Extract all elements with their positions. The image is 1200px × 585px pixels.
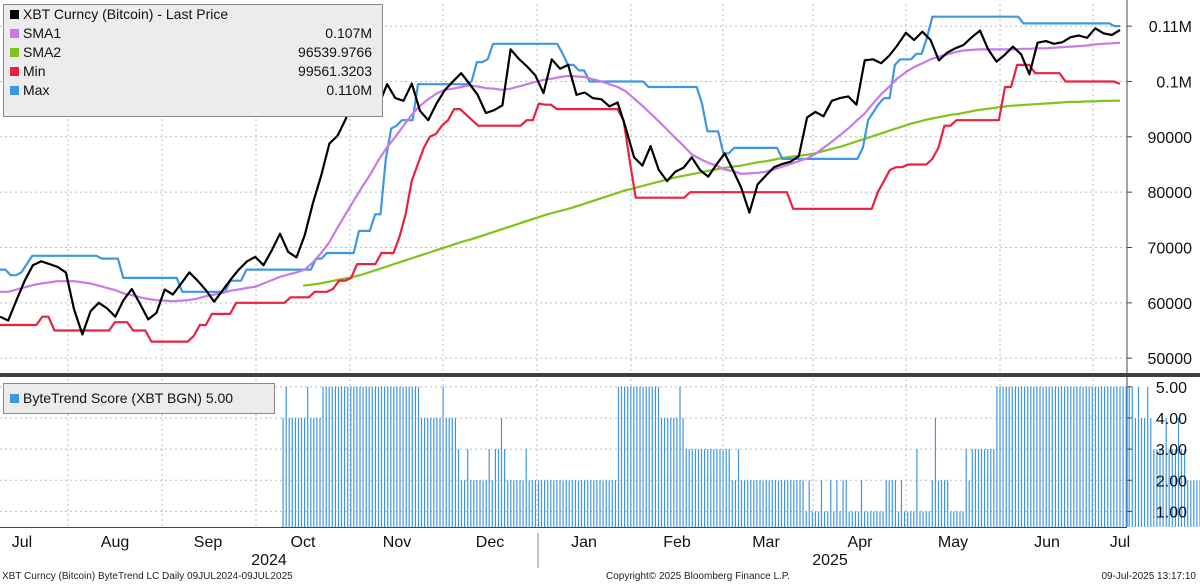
footer-copyright: Copyright© 2025 Bloomberg Finance L.P.: [606, 571, 790, 582]
legend-row-last-price: XBT Curncy (Bitcoin) - Last Price: [4, 5, 382, 24]
series-line-min: [0, 63, 1121, 343]
y-tick-label: 4.00: [1156, 411, 1187, 428]
legend-label: Max: [23, 82, 50, 98]
legend-row-sma1: SMA1 0.107M: [4, 24, 382, 43]
legend-label: XBT Curncy (Bitcoin) - Last Price: [23, 6, 229, 22]
y-tick-label: 2.00: [1156, 473, 1187, 490]
price-legend: XBT Curncy (Bitcoin) - Last Price SMA1 0…: [3, 4, 383, 117]
legend-swatch-sma1: [10, 29, 19, 38]
y-tick-label: 0.11M: [1149, 19, 1192, 36]
legend-swatch-min: [10, 67, 19, 76]
y-tick-label: 80000: [1148, 185, 1193, 202]
y-tick-label: 90000: [1148, 130, 1193, 147]
y-tick-label: 5.00: [1156, 380, 1187, 397]
x-tick-label: Aug: [101, 534, 129, 551]
series-line-xbt-curncy-bitcoin-last-price: [0, 27, 1121, 336]
legend-row-sma2: SMA2 96539.9766: [4, 43, 382, 62]
footer-timestamp: 09-Jul-2025 13:17:10: [1101, 571, 1196, 582]
footer-source: XBT Curncy (Bitcoin) ByteTrend LC Daily …: [2, 571, 293, 582]
x-tick-label: Jun: [1034, 534, 1060, 551]
legend-swatch-last-price: [10, 10, 19, 19]
score-legend: ByteTrend Score (XBT BGN) 5.00: [3, 383, 275, 414]
legend-value: 96539.9766: [298, 44, 372, 60]
x-tick-label: May: [938, 534, 968, 551]
series-line-max: [0, 15, 1120, 293]
legend-label: SMA1: [23, 25, 62, 41]
x-tick-label: Feb: [663, 534, 691, 551]
x-tick-label: Jul: [12, 534, 32, 551]
legend-label: ByteTrend Score (XBT BGN) 5.00: [23, 390, 234, 406]
y-tick-label: 1.00: [1156, 504, 1187, 521]
price-y-axis: 0.11M 0.1M 90000 80000 70000 60000 50000: [1127, 19, 1192, 368]
legend-value: 0.110M: [326, 82, 372, 98]
legend-row-max: Max 0.110M: [4, 81, 382, 100]
legend-value: 99561.3203: [298, 63, 372, 79]
score-panel-grid: [0, 379, 1127, 528]
y-tick-label: 50000: [1148, 351, 1193, 368]
legend-value: 0.107M: [325, 25, 372, 41]
series-line-sma1: [0, 41, 1121, 303]
legend-label: SMA2: [23, 44, 62, 60]
x-year-label: 2024: [251, 552, 287, 569]
x-tick-label: Jan: [571, 534, 597, 551]
x-tick-label: Dec: [476, 534, 504, 551]
panel-separator: [0, 373, 1200, 377]
legend-swatch-bytetrend: [10, 394, 19, 403]
legend-label: Min: [23, 63, 46, 79]
score-y-axis: 5.00 4.00 3.00 2.00 1.00: [1127, 380, 1187, 521]
x-tick-label: Jul: [1110, 534, 1130, 551]
y-tick-label: 0.1M: [1156, 74, 1192, 91]
x-tick-label: Apr: [848, 534, 874, 551]
legend-swatch-sma2: [10, 48, 19, 57]
x-tick-label: Nov: [383, 534, 411, 551]
y-tick-label: 60000: [1148, 296, 1193, 313]
bytetrend-score-bars: [282, 386, 1200, 527]
y-tick-label: 70000: [1148, 240, 1193, 257]
y-tick-label: 3.00: [1156, 442, 1187, 459]
legend-swatch-max: [10, 86, 19, 95]
x-tick-label: Sep: [194, 534, 223, 551]
price-series-lines: [0, 15, 1121, 343]
x-tick-label: Mar: [752, 534, 780, 551]
x-year-label: 2025: [812, 552, 848, 569]
legend-row-bytetrend: ByteTrend Score (XBT BGN) 5.00: [4, 384, 274, 413]
legend-row-min: Min 99561.3203: [4, 62, 382, 81]
date-x-axis: Jul Aug Sep Oct Nov Dec Jan Feb Mar Apr May Jun Jul 2…: [12, 533, 1130, 569]
x-tick-label: Oct: [291, 534, 316, 551]
